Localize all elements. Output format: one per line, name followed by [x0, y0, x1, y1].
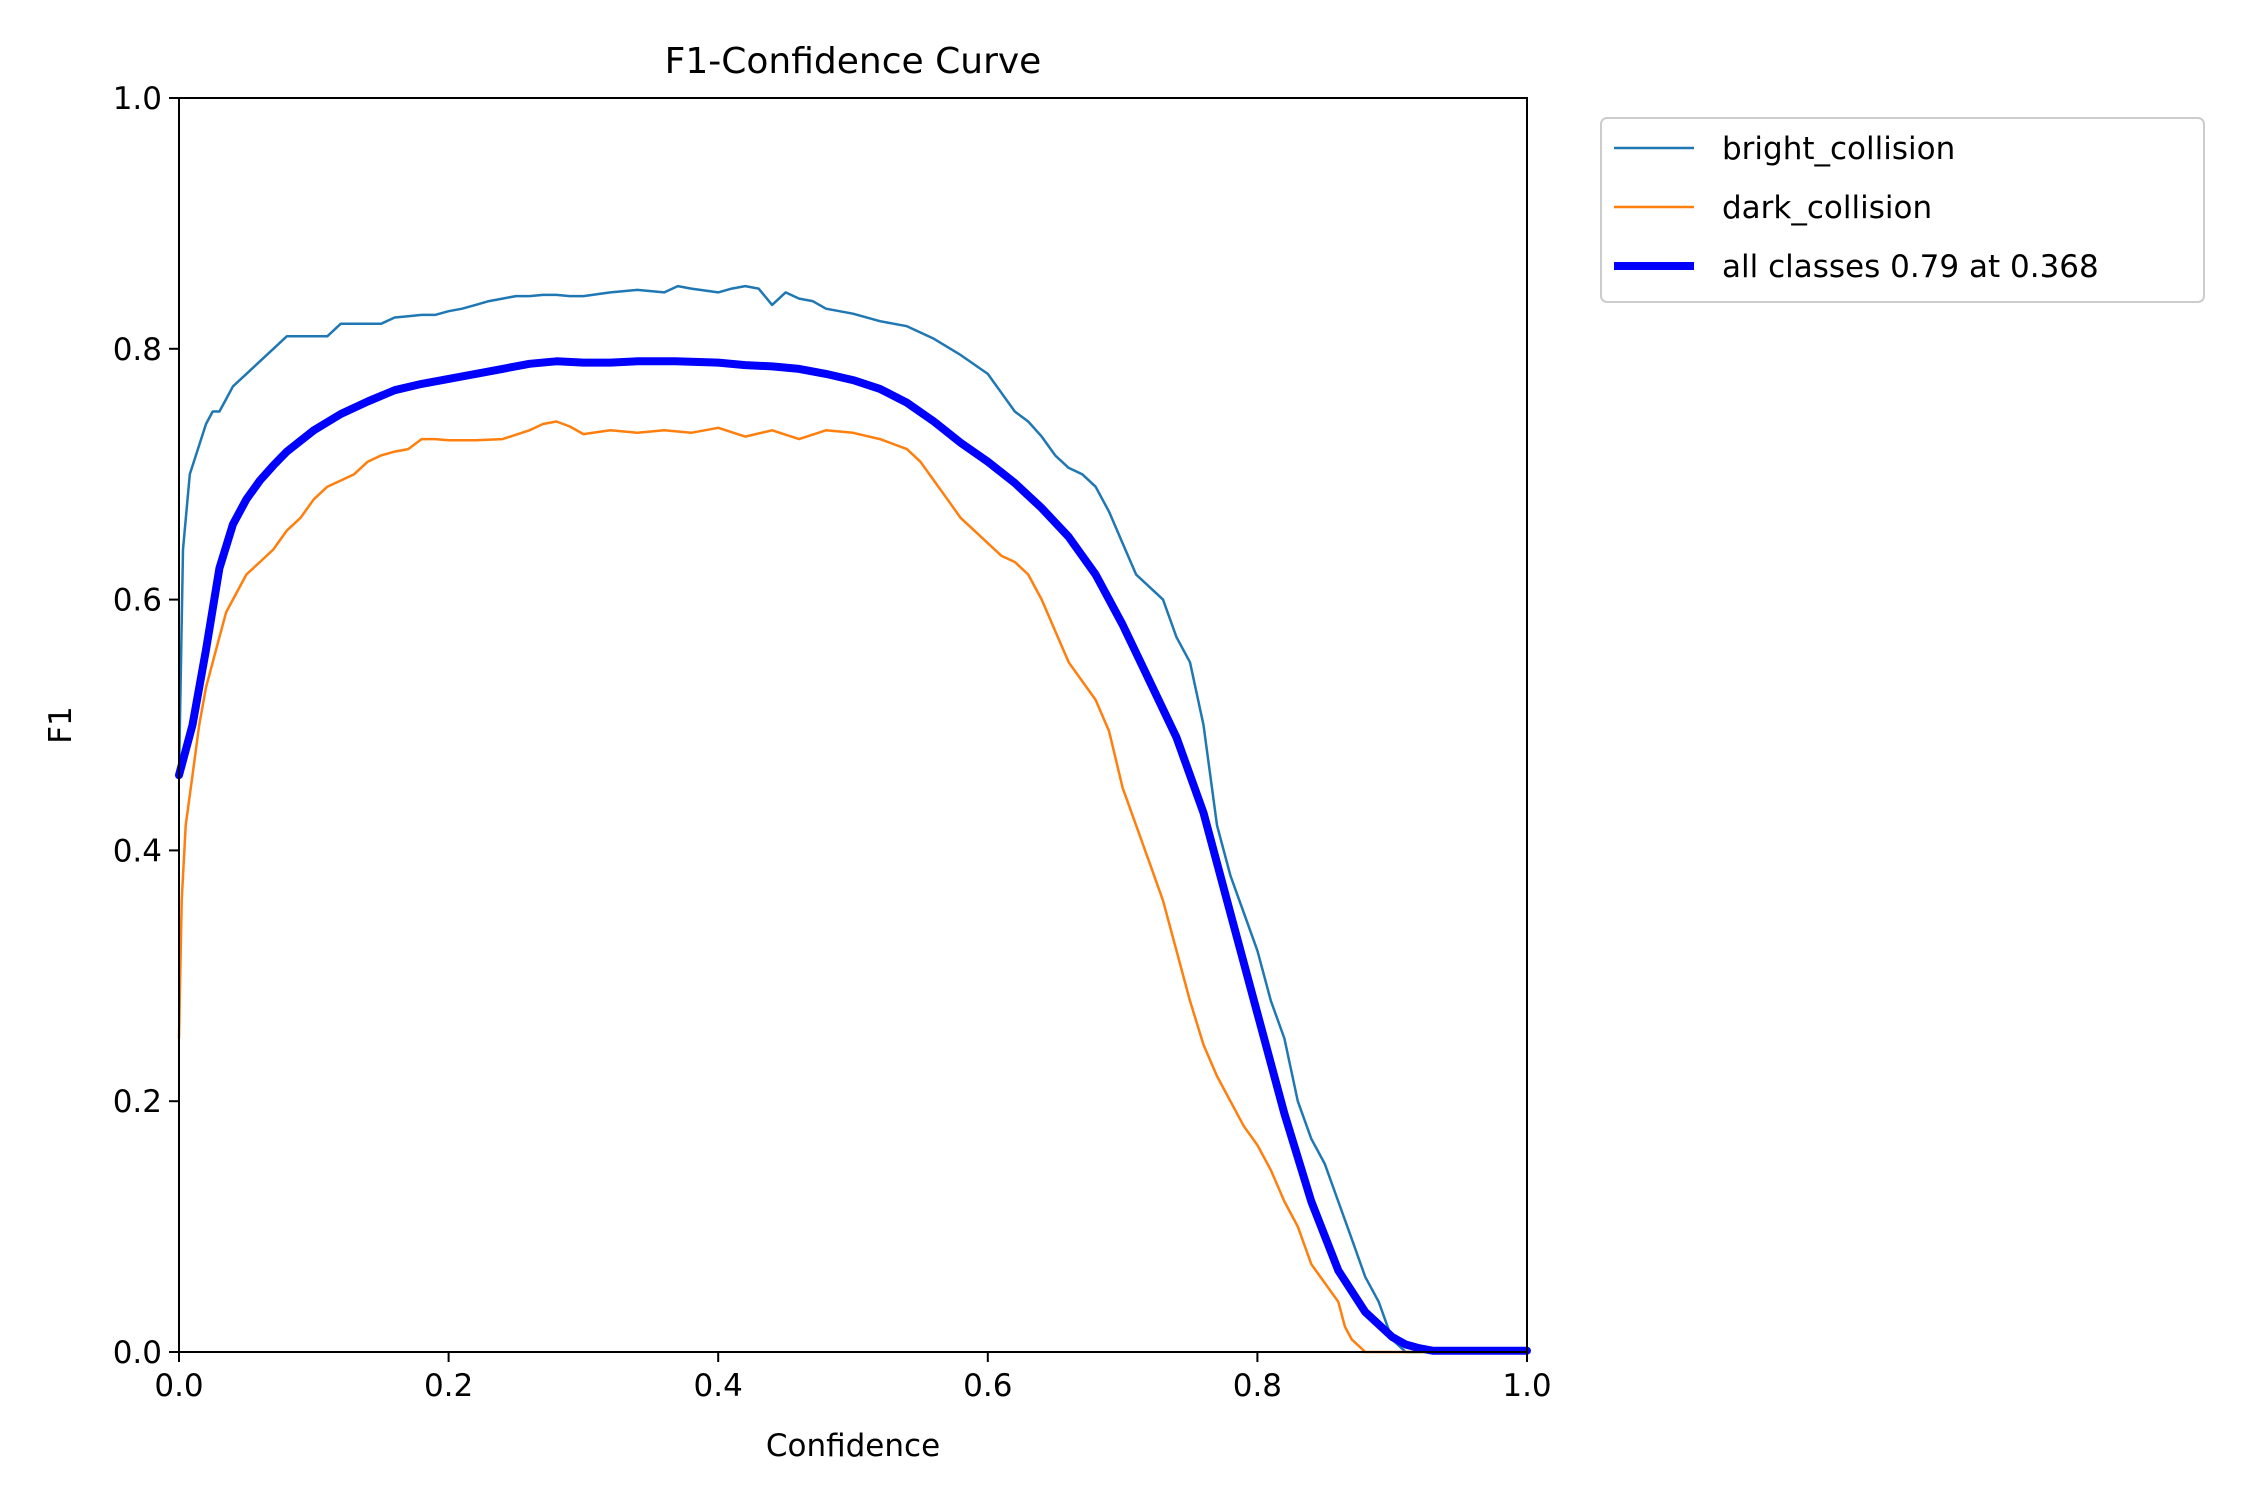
x-tick-label: 0.8	[1233, 1368, 1282, 1404]
legend-label-1: bright_collision	[1722, 131, 1955, 167]
y-axis-ticks: 0.0 0.2 0.4 0.6 0.8 1.0	[113, 81, 179, 1371]
legend-label-3: all classes 0.79 at 0.368	[1722, 249, 2099, 285]
x-tick-label: 0.2	[424, 1368, 473, 1404]
y-tick-label: 0.2	[113, 1084, 162, 1120]
legend-label-2: dark_collision	[1722, 190, 1932, 226]
plot-frame	[178, 97, 1528, 1353]
y-tick-label: 0.8	[113, 332, 162, 368]
series-line-1	[177, 284, 1529, 1354]
y-axis-label: F1	[43, 706, 79, 744]
legend-box	[1600, 117, 2205, 303]
chart-title: F1-Confidence Curve	[665, 41, 1042, 82]
x-axis-label: Confidence	[766, 1428, 940, 1464]
y-tick-label: 0.0	[113, 1335, 162, 1371]
x-axis-ticks: 0.0 0.2 0.4 0.6 0.8 1.0	[154, 1352, 1552, 1404]
x-tick-label: 1.0	[1502, 1368, 1551, 1404]
x-tick-label: 0.0	[154, 1368, 203, 1404]
series-line-2	[177, 420, 1529, 1354]
series-layer	[175, 284, 1531, 1355]
x-tick-label: 0.6	[963, 1368, 1012, 1404]
y-tick-label: 1.0	[113, 81, 162, 117]
x-tick-label: 0.4	[694, 1368, 743, 1404]
y-tick-label: 0.6	[113, 583, 162, 619]
series-line-3	[175, 357, 1531, 1355]
y-tick-label: 0.4	[113, 833, 162, 869]
